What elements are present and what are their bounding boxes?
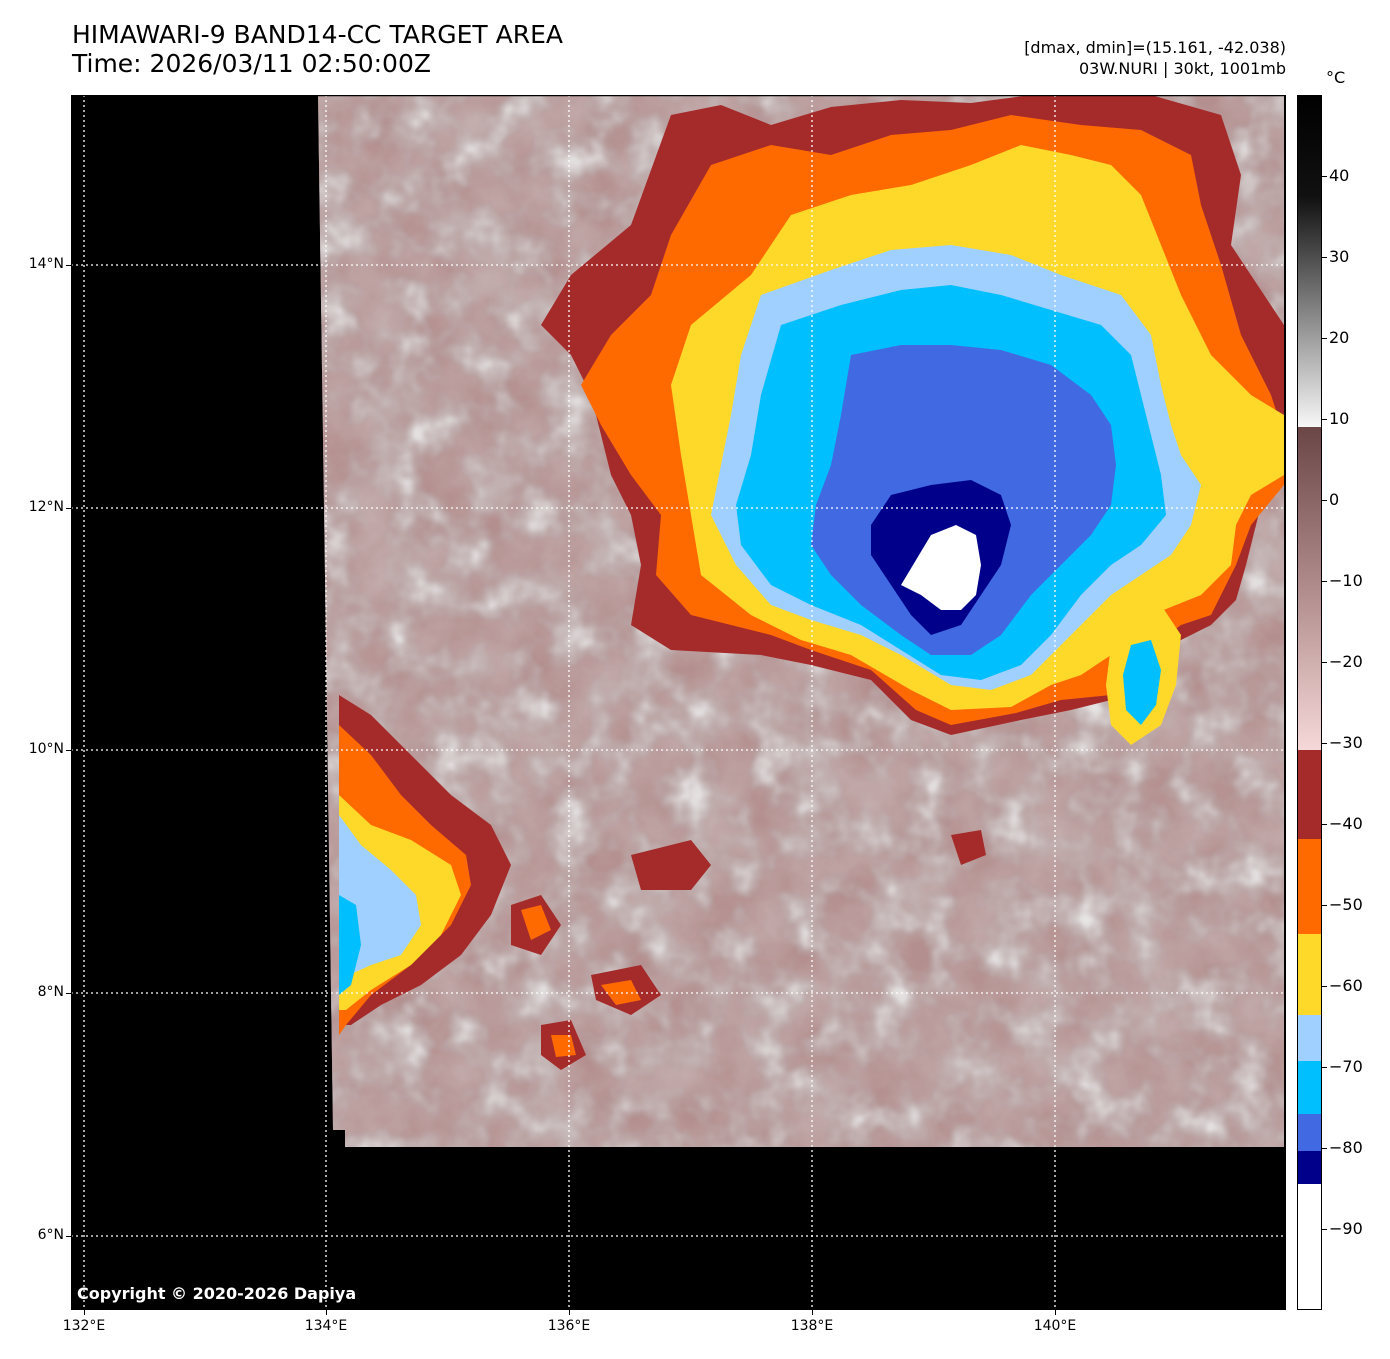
lat-tick (66, 993, 71, 994)
colorbar-tick (1322, 662, 1327, 663)
lon-label-136: 136°E (547, 1318, 591, 1334)
title-line-2: Time: 2026/03/11 02:50:00Z (72, 49, 431, 78)
map-frame (71, 95, 1286, 1310)
lon-tick (84, 1310, 85, 1315)
colorbar-band-orange (1297, 839, 1322, 934)
lat-label-8: 8°N (37, 984, 64, 1000)
colorbar-tick (1322, 338, 1327, 339)
colorbar-tick (1322, 743, 1327, 744)
colorbar-tick (1322, 176, 1327, 177)
colorbar (1297, 95, 1322, 1310)
colorbar-tick-label: −50 (1329, 895, 1363, 914)
lat-tick (66, 265, 71, 266)
colorbar-tick (1322, 1067, 1327, 1068)
colorbar-tick-label: −70 (1329, 1057, 1363, 1076)
colorbar-tick-label: −80 (1329, 1138, 1363, 1157)
lon-label-134: 134°E (304, 1318, 348, 1334)
colorbar-tick (1322, 581, 1327, 582)
colorbar-band-blue (1297, 1114, 1322, 1151)
colorbar-tick-label: −20 (1329, 652, 1363, 671)
satellite-map (71, 95, 1286, 1310)
colorbar-band-brown (1297, 427, 1322, 750)
colorbar-band-yellow (1297, 934, 1322, 1015)
storm-name-text: 03W.NURI | 30kt, 1001mb (1078, 59, 1286, 78)
lon-label-138: 138°E (790, 1318, 834, 1334)
colorbar-tick (1322, 500, 1327, 501)
lon-tick (1055, 1310, 1056, 1315)
colorbar-tick (1322, 824, 1327, 825)
lat-label-6: 6°N (37, 1227, 64, 1243)
lat-label-10: 10°N (28, 741, 64, 757)
copyright-text: Copyright © 2020-2026 Dapiya (77, 1284, 357, 1303)
colorbar-tick-label: −30 (1329, 733, 1363, 752)
lat-tick (66, 750, 71, 751)
colorbar-tick-label: −10 (1329, 571, 1363, 590)
colorbar-band-white (1297, 1184, 1322, 1310)
lat-label-14: 14°N (28, 256, 64, 272)
colorbar-tick-label: 20 (1329, 328, 1350, 347)
colorbar-tick-label: −90 (1329, 1219, 1363, 1238)
colorbar-tick (1322, 986, 1327, 987)
lon-tick (569, 1310, 570, 1315)
colorbar-tick-label: 40 (1329, 166, 1350, 185)
lon-tick (326, 1310, 327, 1315)
lat-label-12: 12°N (28, 499, 64, 515)
colorbar-band-gray (1297, 95, 1322, 435)
colorbar-tick (1322, 1229, 1327, 1230)
chart-title: HIMAWARI-9 BAND14-CC TARGET AREA Time: 2… (72, 20, 563, 78)
title-line-1: HIMAWARI-9 BAND14-CC TARGET AREA (72, 20, 564, 49)
colorbar-tick-label: 30 (1329, 247, 1350, 266)
west-cluster-cyan (339, 895, 361, 995)
colorbar-tick (1322, 419, 1327, 420)
colorbar-tick (1322, 905, 1327, 906)
colorbar-band-darkred (1297, 750, 1322, 839)
lat-tick (66, 1236, 71, 1237)
colorbar-band-cyan (1297, 1061, 1322, 1114)
colorbar-tick-label: −60 (1329, 976, 1363, 995)
lon-label-140: 140°E (1033, 1318, 1077, 1334)
colorbar-tick-label: 0 (1329, 490, 1340, 509)
colorbar-tick-label: 10 (1329, 409, 1350, 428)
scattered-cells-orange (521, 905, 641, 1057)
colorbar-frame (1297, 95, 1322, 1310)
scattered-cells (511, 830, 986, 1070)
colorbar-band-navy (1297, 1151, 1322, 1184)
colorbar-unit: °C (1326, 68, 1346, 87)
lat-tick (66, 508, 71, 509)
colorbar-band-lightblue (1297, 1015, 1322, 1061)
colorbar-tick-label: −40 (1329, 814, 1363, 833)
lon-tick (812, 1310, 813, 1315)
storm-info: [dmax, dmin]=(15.161, -42.038) 03W.NURI … (1024, 37, 1286, 79)
colorbar-tick (1322, 1148, 1327, 1149)
cold-cloud-core-white (901, 525, 981, 610)
colorbar-tick (1322, 257, 1327, 258)
secondary-cell-cyan (1123, 640, 1161, 725)
lon-label-132: 132°E (62, 1318, 106, 1334)
data-range-text: [dmax, dmin]=(15.161, -42.038) (1024, 38, 1286, 57)
